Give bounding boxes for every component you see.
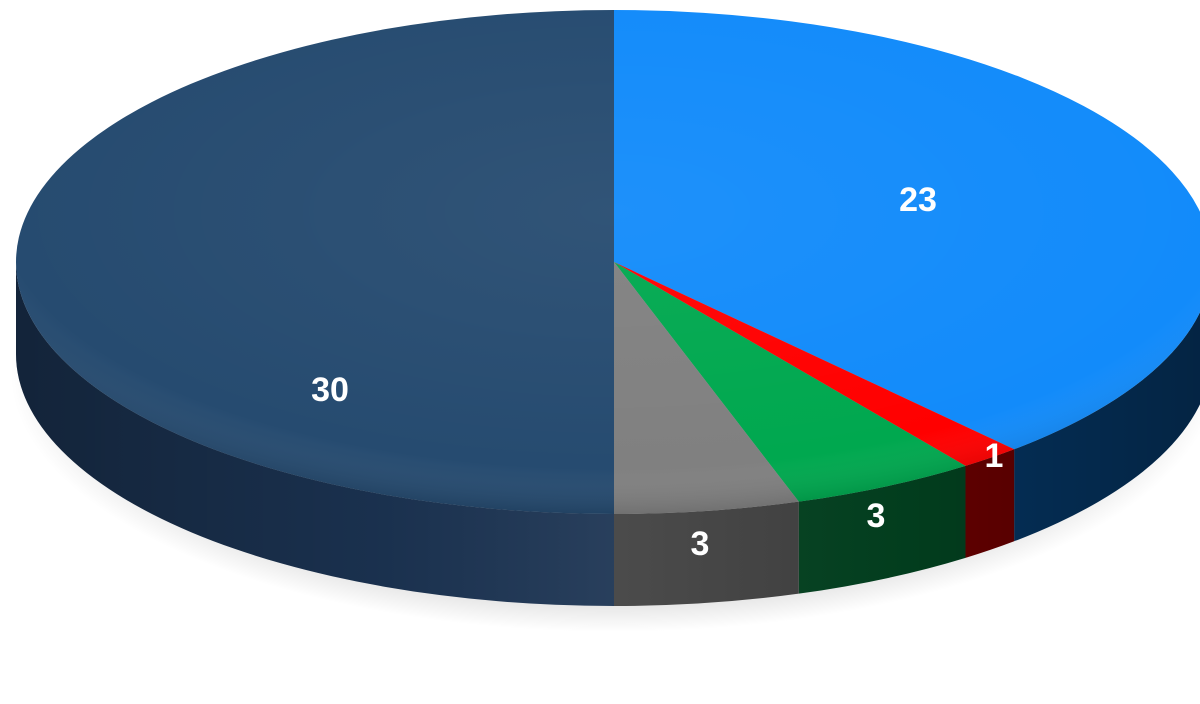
data-label-3: 0 bbox=[807, 615, 826, 653]
data-label-2: 3 bbox=[867, 497, 886, 535]
data-label-5: 30 bbox=[311, 371, 349, 409]
data-label-1: 1 bbox=[985, 437, 1004, 475]
pie-side-shading bbox=[16, 262, 1200, 606]
pie-top-sheen bbox=[16, 10, 1200, 514]
data-label-0: 23 bbox=[899, 181, 937, 219]
data-label-4: 3 bbox=[691, 525, 710, 563]
